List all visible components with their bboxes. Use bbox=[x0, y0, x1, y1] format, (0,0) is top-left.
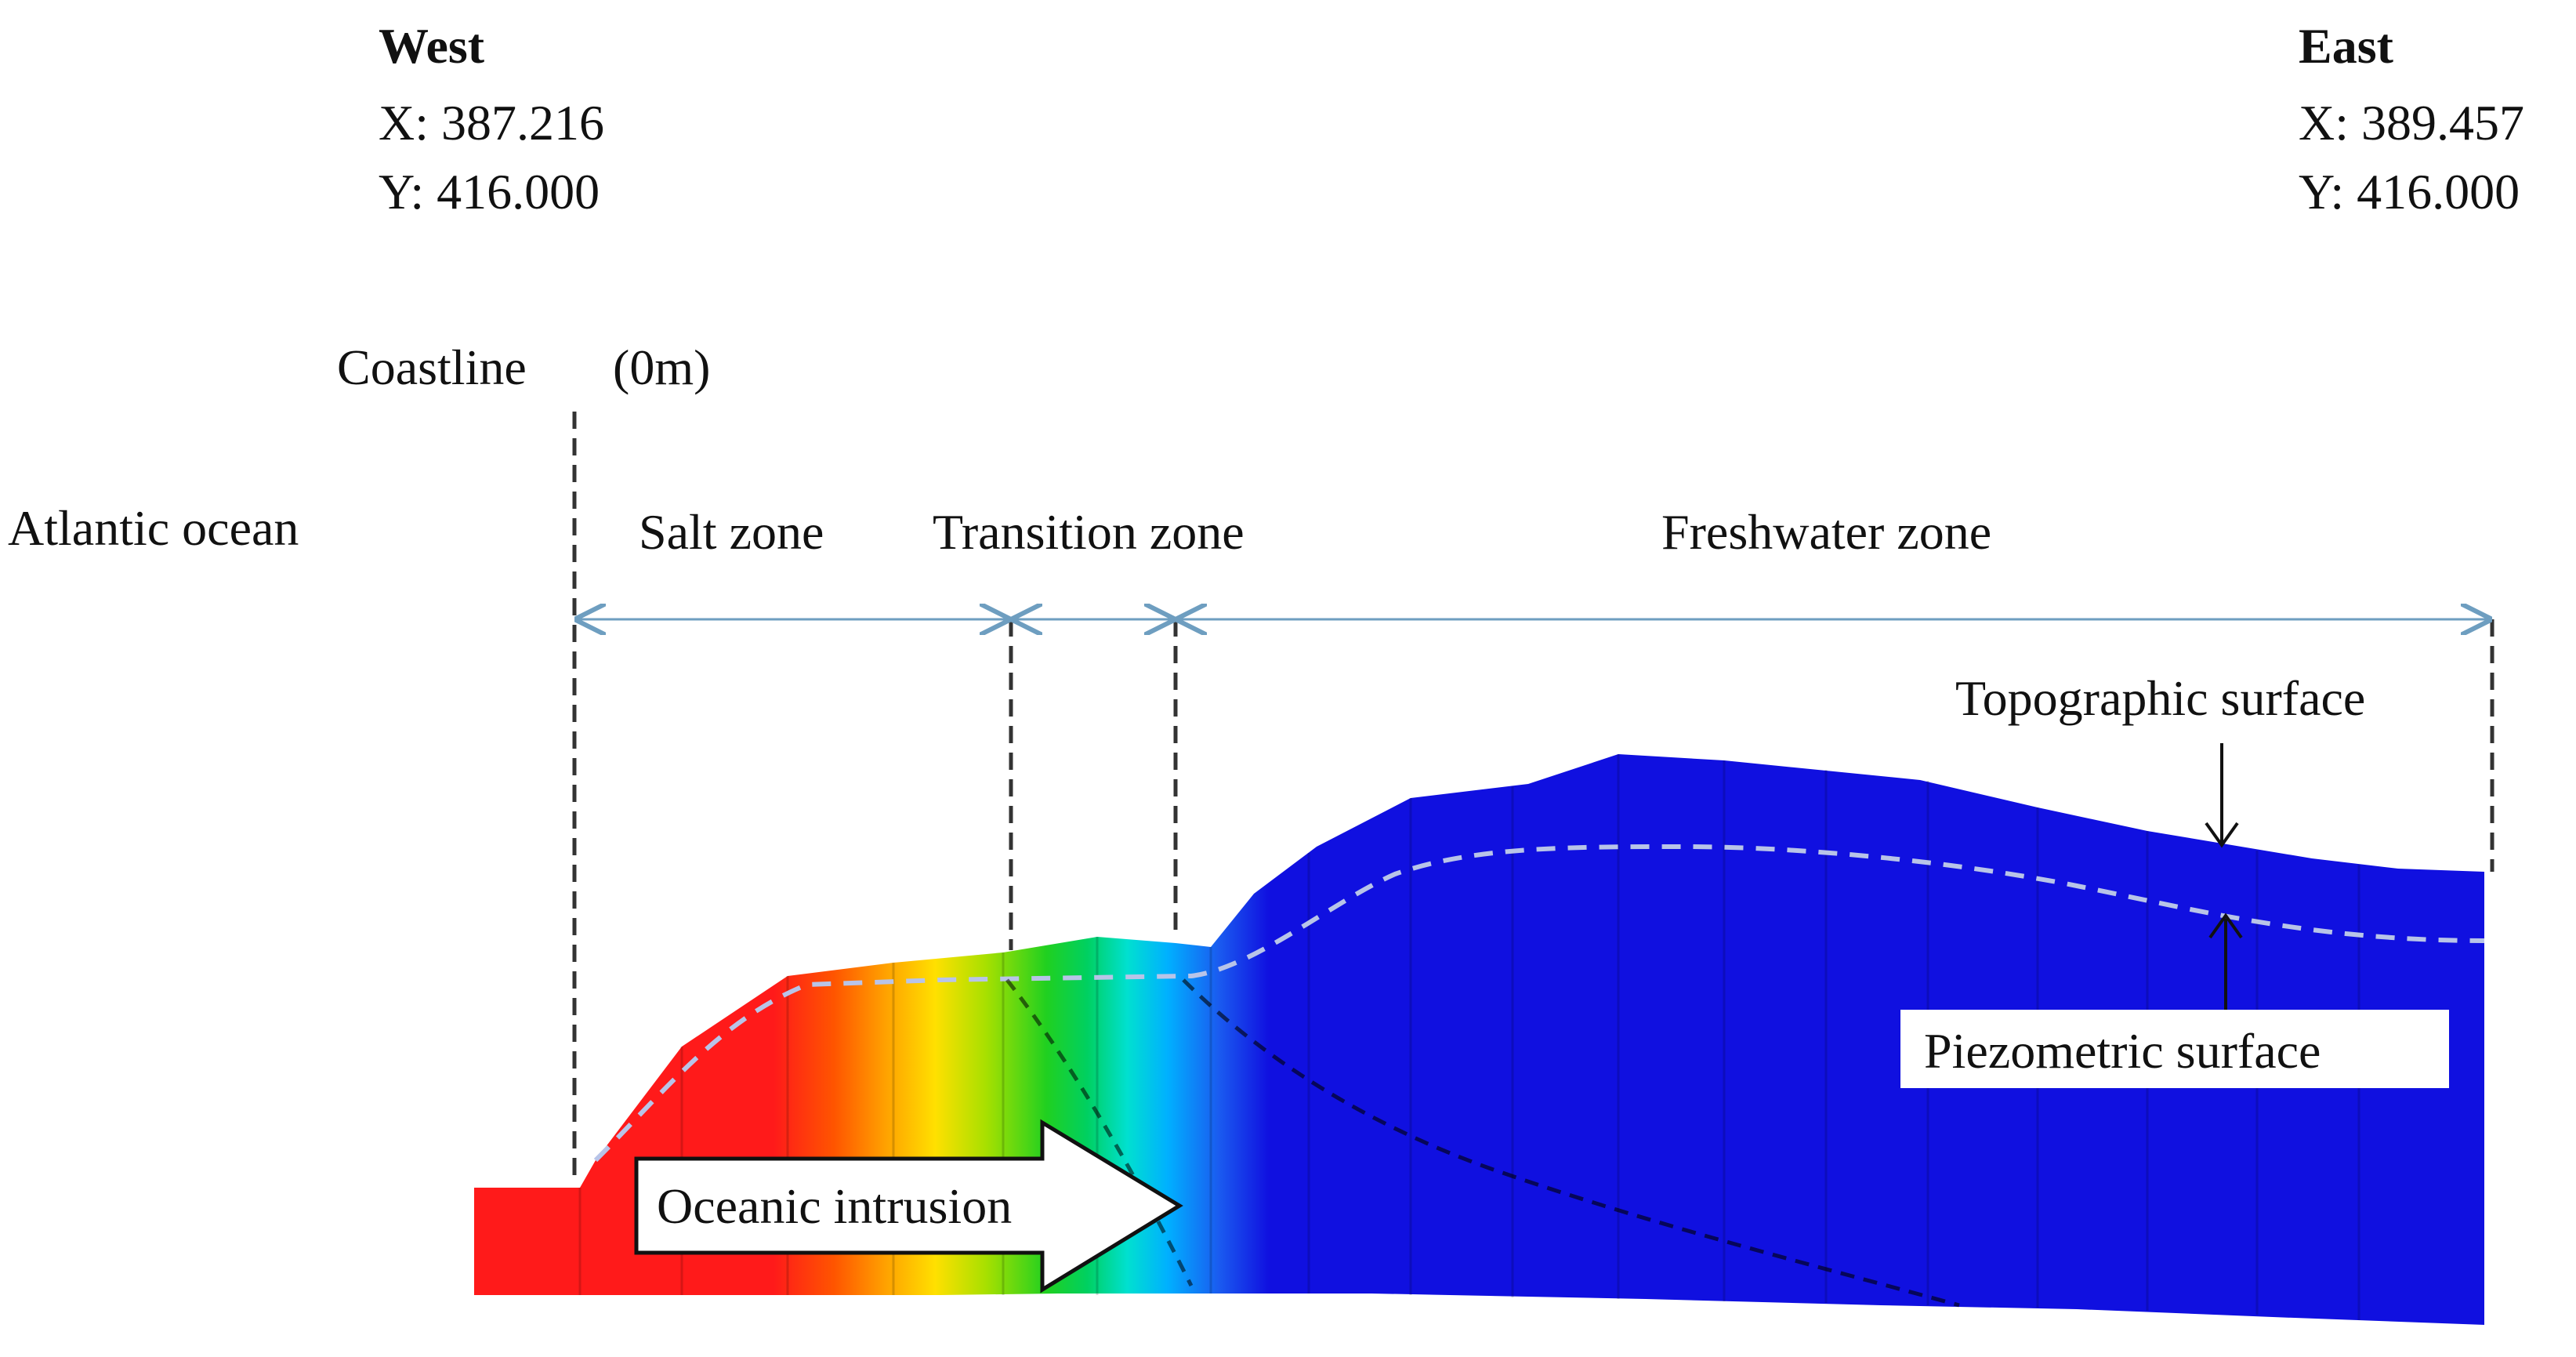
west-x-coordinate: X: 387.216 bbox=[379, 95, 604, 151]
freshwater-interface-line bbox=[1182, 978, 1960, 1308]
west-y-coordinate: Y: 416.000 bbox=[379, 164, 600, 220]
oceanic-intrusion-label: Oceanic intrusion bbox=[657, 1178, 1012, 1234]
topographic-surface-label: Topographic surface bbox=[1955, 670, 2365, 726]
piezometric-label-box bbox=[1900, 1010, 2449, 1088]
ocean-label: Atlantic ocean bbox=[8, 500, 299, 556]
west-title: West bbox=[379, 18, 485, 74]
topographic-surface-pointer bbox=[2205, 743, 2239, 848]
salt-zone-label: Salt zone bbox=[639, 504, 824, 560]
saltwater-interface-line bbox=[1005, 978, 1194, 1287]
zone-boundary-lines bbox=[572, 412, 2494, 1184]
transition-zone-label: Transition zone bbox=[933, 504, 1245, 560]
piezometric-surface-pointer bbox=[2208, 913, 2243, 1010]
oceanic-intrusion-arrow bbox=[634, 1119, 1183, 1294]
piezometric-surface-line bbox=[593, 844, 2485, 1163]
coastline-label: Coastline bbox=[337, 339, 527, 395]
east-x-coordinate: X: 389.457 bbox=[2299, 95, 2524, 151]
east-title: East bbox=[2299, 18, 2394, 74]
east-y-coordinate: Y: 416.000 bbox=[2299, 164, 2520, 220]
piezometric-surface-label: Piezometric surface bbox=[1924, 1023, 2321, 1079]
freshwater-zone-label: Freshwater zone bbox=[1661, 504, 1991, 560]
coastline-value-label: (0m) bbox=[613, 339, 710, 395]
